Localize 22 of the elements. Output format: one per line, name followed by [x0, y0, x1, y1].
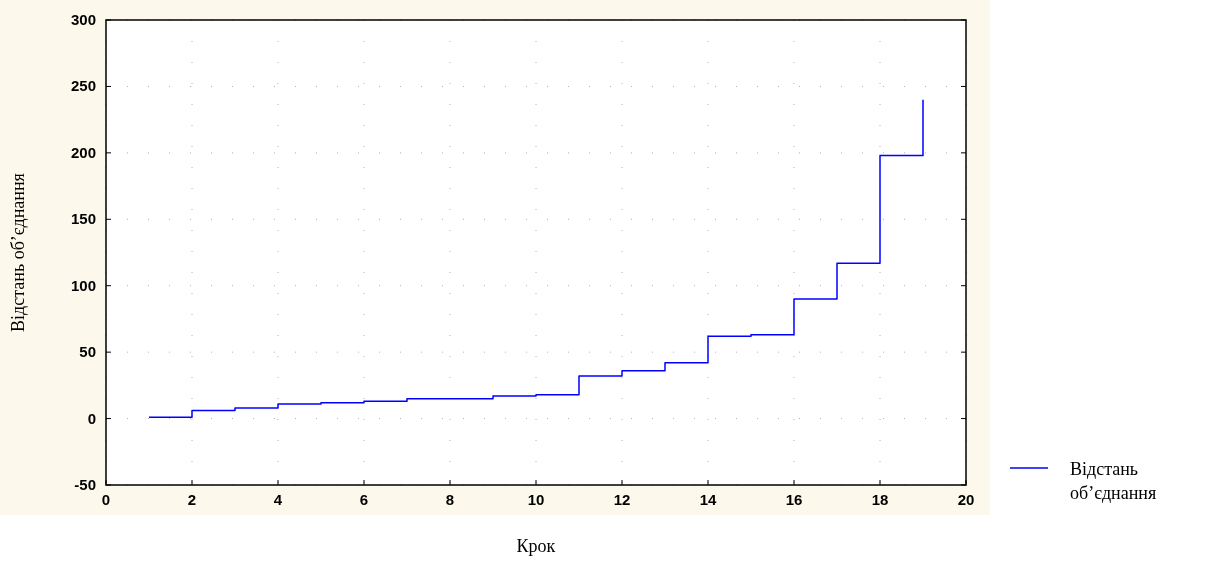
y-tick-label: 300	[70, 11, 96, 28]
x-tick-label: 18	[871, 491, 889, 508]
x-tick-label: 20	[957, 491, 975, 508]
x-tick-label: 6	[359, 491, 369, 508]
y-tick-label: 100	[70, 276, 96, 294]
y-tick-label: 50	[79, 343, 96, 361]
y-tick-label: 250	[70, 77, 96, 95]
y-tick-label: -50	[74, 476, 96, 493]
y-tick-label: 0	[87, 409, 96, 427]
x-tick-label: 8	[445, 491, 455, 508]
x-tick-label: 4	[273, 491, 283, 508]
x-tick-label: 12	[613, 491, 631, 508]
x-tick-label: 16	[785, 491, 803, 508]
y-tick-label: 150	[70, 210, 96, 228]
x-tick-label: 0	[101, 491, 111, 508]
x-axis-title: Крок	[516, 536, 556, 556]
x-tick-label: 2	[187, 491, 197, 508]
x-tick-label: 10	[527, 491, 545, 508]
legend-label: Відстань об’єднання	[1070, 459, 1157, 503]
y-tick-label: 200	[70, 143, 96, 161]
y-axis-title: Відстань об’єднання	[8, 173, 28, 332]
x-tick-label: 14	[699, 491, 717, 508]
